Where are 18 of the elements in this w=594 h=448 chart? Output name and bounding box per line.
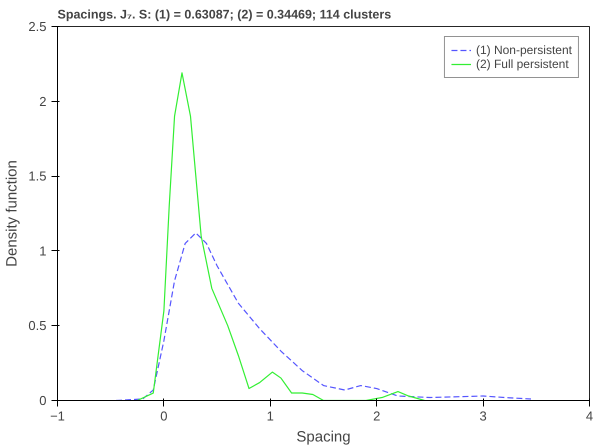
x-tick-label: 4 — [586, 408, 594, 424]
y-tick-label: 0 — [39, 393, 47, 408]
x-tick-label: −1 — [50, 408, 65, 424]
legend-label: (2) Full persistent — [476, 57, 569, 71]
x-axis-title: Spacing — [296, 428, 351, 446]
y-tick-label: 1.5 — [28, 168, 47, 184]
line-series — [136, 72, 426, 400]
y-tick-label: 0.5 — [28, 318, 47, 334]
y-tick-label: 2 — [39, 94, 47, 109]
x-tick-label: 3 — [479, 408, 487, 424]
chart-title: Spacings. J₇. S: (1) = 0.63087; (2) = 0.34469; 114 clusters — [58, 8, 392, 22]
x-tick-label: 2 — [373, 408, 380, 424]
y-tick-label: 1 — [39, 243, 47, 258]
y-axis-title: Density function — [3, 160, 20, 267]
x-tick-label: 1 — [266, 408, 274, 424]
x-tick-label: 0 — [160, 408, 168, 424]
legend-label: (1) Non-persistent — [476, 43, 572, 57]
y-tick-label: 2.5 — [28, 19, 47, 34]
